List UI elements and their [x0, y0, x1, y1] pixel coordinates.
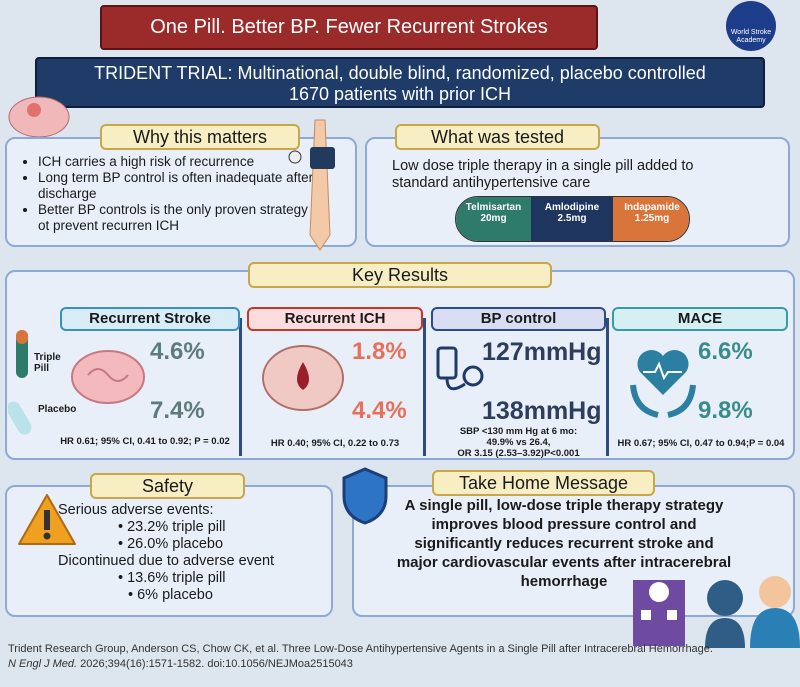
legend-triple: Triple Pill	[34, 352, 61, 374]
pill-segment: Telmisartan 20mg	[456, 197, 531, 241]
card-title: Recurrent Stroke	[60, 307, 240, 331]
safety-line: Dicontinued due to adverse event	[58, 553, 275, 569]
value: 127mmHg	[482, 338, 602, 366]
safety-item: 23.2% triple pill	[127, 519, 226, 535]
result-card	[429, 318, 609, 456]
bp-cuff-icon	[288, 119, 335, 251]
journal: N Engl J Med.	[8, 658, 78, 670]
drug: Indapamide	[624, 202, 680, 213]
safety-item: 13.6% triple pill	[127, 570, 226, 586]
logo-text: World Stroke	[730, 29, 772, 36]
safety-box	[5, 485, 333, 617]
why-list: ICH carries a high risk of recurrence Lo…	[18, 154, 318, 234]
title-bar: One Pill. Better BP. Fewer Recurrent Str…	[100, 5, 598, 50]
dose: 2.5mg	[557, 213, 587, 224]
safety-item: 6% placebo	[137, 587, 213, 603]
result-card	[245, 318, 426, 456]
trial-line: 1670 patients with prior ICH	[288, 84, 512, 104]
dose: 1.25mg	[634, 213, 670, 224]
stats: SBP <130 mm Hg at 6 mo: 49.9% vs 26.4, OR …	[431, 426, 606, 459]
value: 4.6%	[150, 338, 205, 365]
drug: Amlodipine	[544, 202, 600, 213]
bullet: Long term BP control is often inadequate…	[38, 170, 318, 202]
safety-line: • 13.6% triple pill	[118, 570, 226, 586]
value: 138mmHg	[482, 397, 602, 425]
section-title: What was tested	[395, 124, 600, 150]
safety-line: • 6% placebo	[128, 587, 213, 603]
citation-line: N Engl J Med. 2026;394(16):1571-1582. do…	[8, 657, 788, 672]
safety-item: 26.0% placebo	[127, 536, 224, 552]
section-title: Safety	[90, 473, 245, 499]
pill-segment: Indapamide 1.25mg	[613, 197, 689, 241]
safety-list: Serious adverse events: • 23.2% triple p…	[58, 502, 288, 604]
pill: Telmisartan 20mg Amlodipine 2.5mg Indapami…	[455, 196, 690, 242]
heart-icon	[630, 349, 696, 418]
section-title: Key Results	[248, 262, 552, 288]
logo-sub: Academy	[736, 37, 766, 44]
citation: Trident Research Group, Anderson CS, Cho…	[8, 642, 788, 672]
card-title: MACE	[612, 307, 788, 331]
citation-line: Trident Research Group, Anderson CS, Cho…	[8, 643, 713, 655]
stats: HR 0.40; 95% CI, 0.22 to 0.73	[270, 438, 400, 449]
legend-placebo: Placebo	[38, 404, 77, 415]
pill-segment: Amlodipine 2.5mg	[531, 197, 613, 241]
brain-bleed-icon	[262, 345, 344, 411]
value: 1.8%	[352, 338, 407, 365]
trial-line: TRIDENT TRIAL: Multinational, double bli…	[94, 63, 706, 83]
bullet: ICH carries a high risk of recurrence	[38, 154, 318, 170]
safety-line: • 23.2% triple pill	[118, 519, 226, 535]
card-title: Recurrent ICH	[247, 307, 423, 331]
stats: HR 0.61; 95% CI, 0.41 to 0.92; P = 0.02	[60, 436, 230, 447]
warning-icon	[18, 494, 76, 545]
value: 9.8%	[698, 397, 753, 424]
take-home-text: A single pill, low-dose triple therapy s…	[396, 497, 732, 590]
brain-icon	[8, 96, 70, 138]
stat-line: 49.9% vs 26.4,	[486, 437, 551, 448]
value: 6.6%	[698, 338, 753, 365]
section-title: Take Home Message	[432, 470, 655, 496]
shield-icon	[342, 467, 388, 525]
bullet: Better BP controls is the only proven st…	[38, 202, 318, 234]
stats: HR 0.67; 95% CI, 0.47 to 0.94;P = 0.04	[617, 438, 785, 449]
dose: 20mg	[480, 213, 507, 224]
stat-line: OR 3.15 (2.53–3.92)P<0.001	[457, 448, 580, 459]
citation-ref: 2026;394(16):1571-1582. doi:10.1056/NEJM…	[77, 658, 353, 670]
hospital-icon	[633, 576, 800, 648]
card-title: BP control	[431, 307, 606, 331]
drug: Telmisartan	[465, 202, 522, 213]
legend-pills	[8, 330, 32, 435]
safety-line: • 26.0% placebo	[118, 536, 224, 552]
tested-text: Low dose triple therapy in a single pill…	[392, 158, 694, 191]
bp-icon	[436, 346, 484, 391]
logo: World Stroke Academy	[726, 1, 776, 51]
brain-icon	[71, 350, 145, 404]
value: 7.4%	[150, 397, 205, 424]
safety-line: Serious adverse events:	[58, 502, 214, 518]
value: 4.4%	[352, 397, 407, 424]
trial-banner: TRIDENT TRIAL: Multinational, double bli…	[35, 57, 765, 108]
stat-line: SBP <130 mm Hg at 6 mo:	[459, 426, 578, 437]
result-card	[10, 318, 242, 456]
section-title: Why this matters	[100, 124, 300, 150]
